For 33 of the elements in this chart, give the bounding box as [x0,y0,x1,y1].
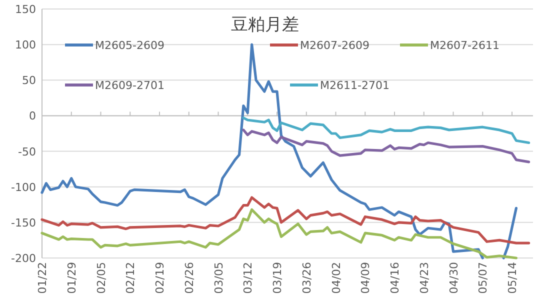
x-tick-label: 02/26 [182,262,196,294]
y-tick-label: 100 [15,38,36,52]
legend-label: M2609-2701 [95,79,164,92]
x-tick-label: 04/09 [359,262,372,294]
legend-label: M2611-2701 [320,79,390,92]
y-tick-label: -50 [18,145,36,158]
chart-title: 豆粕月差 [231,15,299,35]
x-tick-label: 05/07 [476,262,490,294]
legend-label: M2607-2611 [430,39,500,52]
y-tick-label: 50 [22,74,36,88]
x-tick-label: 04/23 [418,262,431,294]
x-tick-label: 04/16 [388,262,402,294]
legend-label: M2605-2609 [95,39,164,52]
x-tick-label: 03/12 [242,262,255,294]
x-tick-label: 04/30 [447,262,460,294]
x-tick-label: 02/05 [94,262,108,294]
x-tick-label: 05/14 [506,262,520,294]
x-tick-label: 02/19 [154,262,167,294]
y-tick-label: -200 [11,252,36,265]
y-tick-label: 150 [15,3,36,16]
x-tick-label: 01/22 [36,262,49,294]
y-tick-label: -100 [11,180,36,194]
line-series [242,116,530,144]
x-tick-label: 03/19 [271,262,284,294]
x-tick-label: 03/26 [300,262,314,294]
y-tick-label: 0 [29,110,36,123]
legend-label: M2607-2609 [300,39,370,52]
x-tick-label: 01/29 [65,262,78,294]
line-series [242,128,530,164]
x-tick-label: 04/02 [330,262,343,294]
x-tick-label: 02/12 [124,262,138,294]
x-tick-label: 03/05 [212,262,226,294]
y-tick-label: -150 [11,216,36,230]
